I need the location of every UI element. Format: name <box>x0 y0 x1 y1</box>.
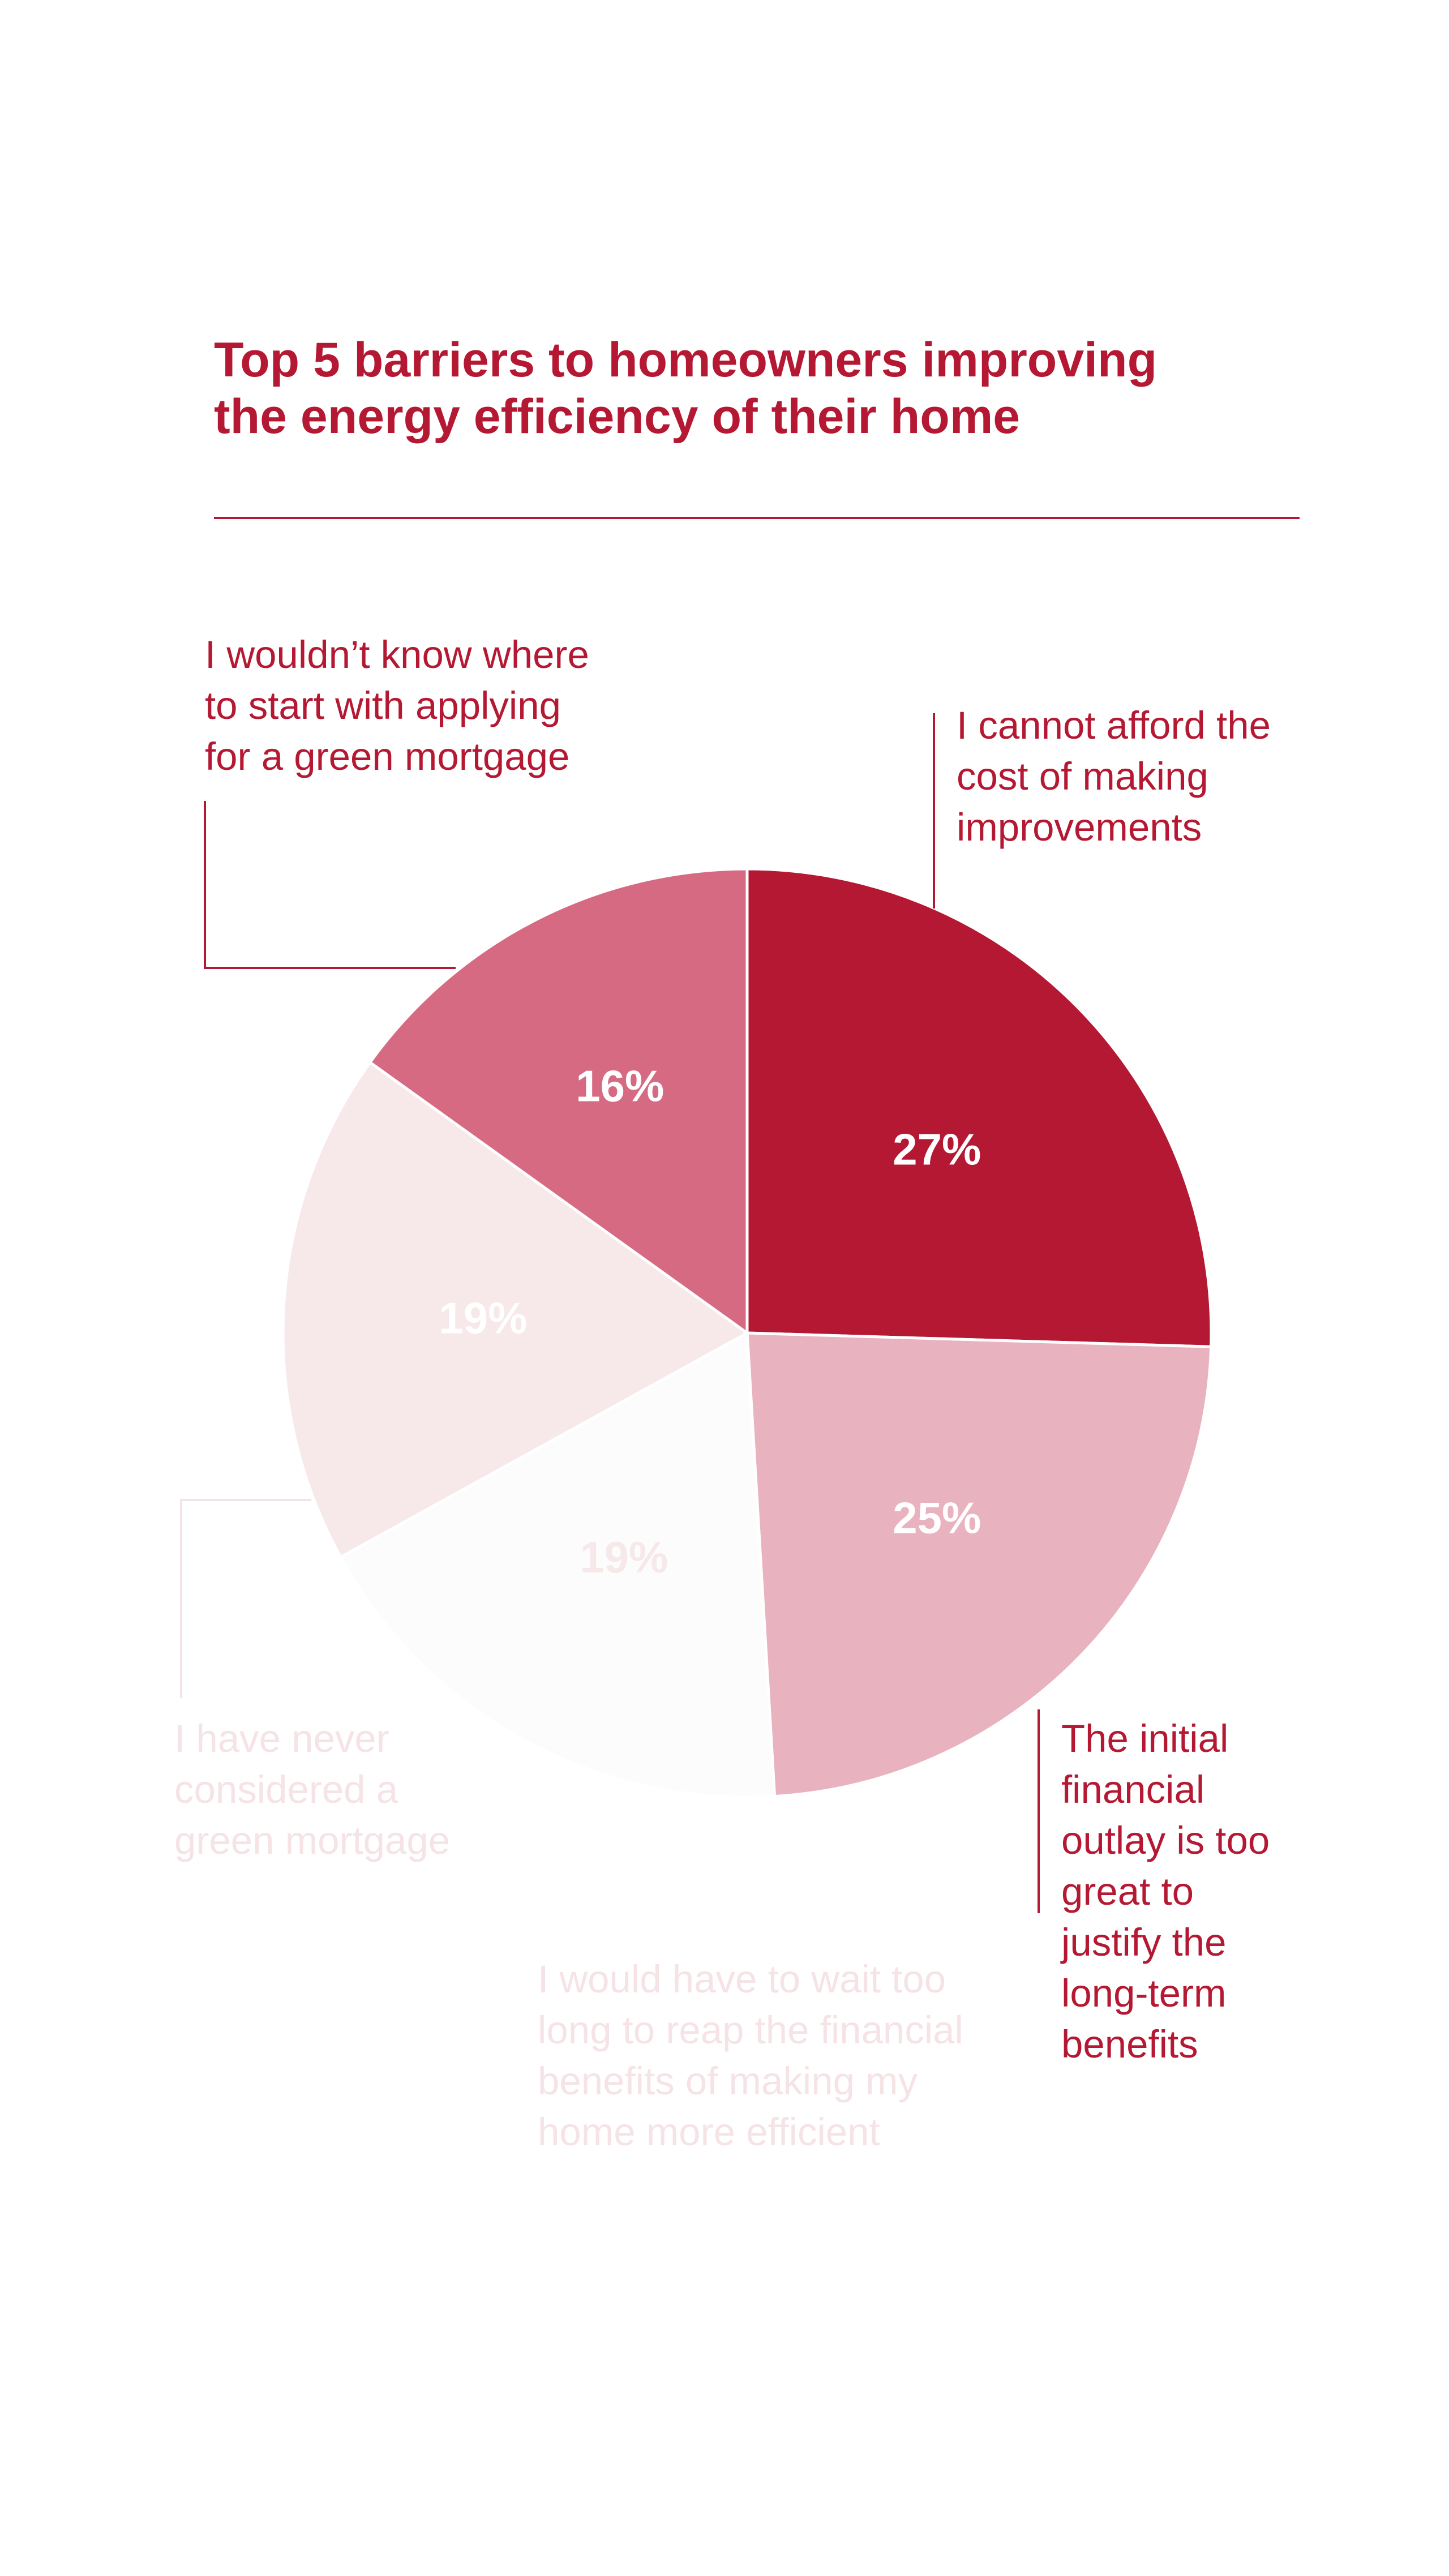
chart-title-line-2: the energy efficiency of their home <box>214 389 1020 444</box>
leader-line-4 <box>180 1499 311 1698</box>
slice-category-label-4: I have never considered a green mortgage <box>174 1717 450 1862</box>
chart-title-line-1: Top 5 barriers to homeowners improving <box>214 333 1157 387</box>
slice-value-label-2: 25% <box>893 1493 981 1543</box>
pie-slice-1 <box>745 867 1213 1348</box>
pie-slice-5 <box>368 867 749 1336</box>
pie-slices <box>281 867 1213 1799</box>
slice-value-labels: 27% 25% 19% 19% 16% <box>439 1061 981 1582</box>
chart-title: Top 5 barriers to homeowners improving t… <box>214 333 1171 444</box>
slice-value-label-3: 19% <box>580 1532 668 1582</box>
leader-lines <box>180 713 1040 1913</box>
slice-category-labels: I cannot afford the cost of making improve… <box>174 633 1271 2154</box>
slice-category-label-2: The initial financial outlay is too great t… <box>1060 1717 1270 2066</box>
pie-slice-3 <box>338 1330 777 1799</box>
pie-slice-4 <box>281 1060 750 1559</box>
slice-value-label-4: 19% <box>439 1293 527 1343</box>
leader-line-5 <box>204 801 456 969</box>
slice-category-label-1: I cannot afford the cost of making improve… <box>957 704 1271 849</box>
slice-category-label-5: I wouldn’t know where to start with apply… <box>205 633 589 778</box>
slice-category-label-3: I would have to wait too long to reap the… <box>538 1957 963 2154</box>
slice-value-label-1: 27% <box>893 1124 981 1174</box>
pie-slice-2 <box>745 1331 1213 1798</box>
slice-value-label-5: 16% <box>576 1061 664 1111</box>
